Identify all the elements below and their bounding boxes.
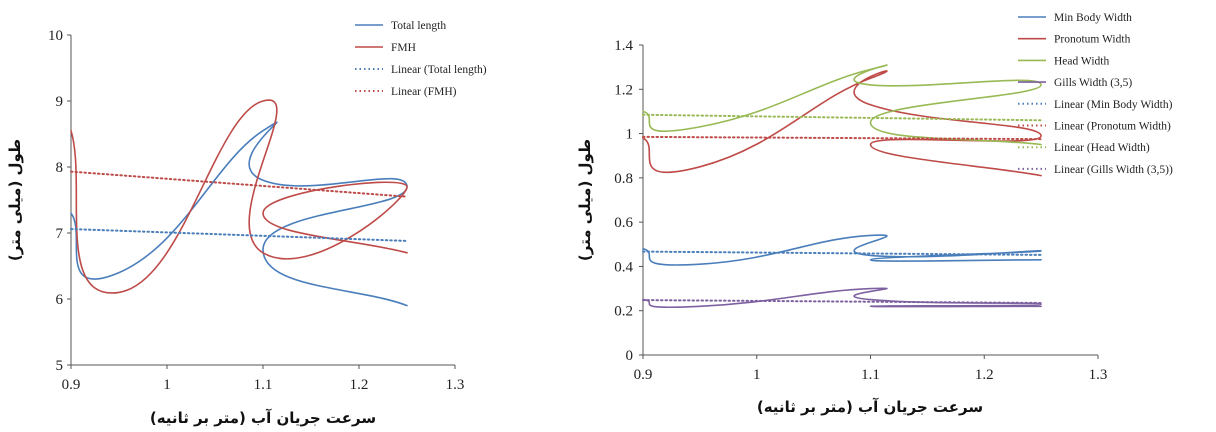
x-tick-label: 0.9 bbox=[62, 377, 81, 393]
legend-label: Head Width bbox=[1054, 55, 1109, 67]
series-line bbox=[642, 234, 1042, 266]
y-axis-title: طول (میلی متر) bbox=[576, 139, 594, 261]
y-tick-label: 0.6 bbox=[614, 215, 633, 231]
series-line bbox=[70, 170, 408, 198]
x-tick-label: 0.9 bbox=[634, 367, 653, 383]
y-tick-label: 10 bbox=[48, 28, 63, 44]
y-tick-label: 1 bbox=[626, 127, 634, 143]
series-line bbox=[642, 299, 1043, 304]
legend-label: Gills Width (3,5) bbox=[1054, 77, 1132, 89]
legend-label: Linear (Pronotum Width) bbox=[1054, 121, 1171, 133]
legend-label: Linear (Gills Width (3,5)) bbox=[1054, 164, 1173, 176]
y-tick-label: 6 bbox=[56, 292, 64, 308]
x-tick-label: 1 bbox=[753, 367, 761, 383]
legend-label: Linear (Min Body Width) bbox=[1054, 99, 1173, 111]
legend-label: FMH bbox=[391, 42, 416, 54]
y-tick-label: 8 bbox=[56, 160, 64, 176]
legend-label: Linear (FMH) bbox=[391, 86, 457, 98]
y-tick-label: 5 bbox=[56, 358, 64, 374]
series-line bbox=[642, 113, 1043, 122]
y-tick-label: 7 bbox=[56, 226, 64, 242]
y-tick-label: 9 bbox=[56, 94, 64, 110]
x-tick-label: 1.3 bbox=[1089, 367, 1108, 383]
legend-label: Min Body Width bbox=[1054, 12, 1132, 24]
series-line bbox=[70, 228, 408, 242]
series-line bbox=[642, 135, 1043, 141]
y-tick-label: 0.4 bbox=[614, 259, 633, 275]
series-line bbox=[642, 250, 1043, 256]
y-tick-label: 0.2 bbox=[614, 304, 633, 320]
legend-label: Total length bbox=[391, 20, 446, 32]
series-line bbox=[642, 70, 1042, 177]
x-tick-label: 1.3 bbox=[446, 377, 465, 393]
legend-label: Linear (Head Width) bbox=[1054, 142, 1150, 154]
chart-total-length-fmh: 5 6 7 8 9 10 0.9 1 1.1 1.2 1.3 سرعت جریان آب (متر ب… bbox=[6, 20, 487, 427]
x-axis-title: سرعت جریان آب (متر بر ثانیه) bbox=[150, 409, 376, 427]
x-tick-label: 1.1 bbox=[254, 377, 273, 393]
series-line bbox=[70, 99, 408, 294]
x-tick-label: 1.2 bbox=[350, 377, 369, 393]
y-tick-label: 1.2 bbox=[614, 82, 633, 98]
x-tick-label: 1.1 bbox=[861, 367, 880, 383]
y-axis-title: طول (میلی متر) bbox=[6, 139, 24, 261]
series-line bbox=[642, 287, 1042, 309]
x-tick-label: 1.2 bbox=[975, 367, 994, 383]
x-tick-label: 1 bbox=[163, 377, 171, 393]
y-tick-label: 0.8 bbox=[614, 171, 633, 187]
y-tick-label: 1.4 bbox=[614, 38, 633, 54]
y-tick-label: 0 bbox=[626, 348, 634, 364]
legend-label: Pronotum Width bbox=[1054, 34, 1131, 46]
chart-body-widths: 0 0.2 0.4 0.6 0.8 1 1.2 1.4 0.9 1 1.1 1.2 1.3 سرعت جر… bbox=[576, 12, 1173, 416]
x-axis-title: سرعت جریان آب (متر بر ثانیه) bbox=[757, 398, 983, 416]
legend-label: Linear (Total length) bbox=[391, 64, 487, 76]
series-line bbox=[642, 64, 1042, 146]
series-line bbox=[70, 121, 408, 307]
